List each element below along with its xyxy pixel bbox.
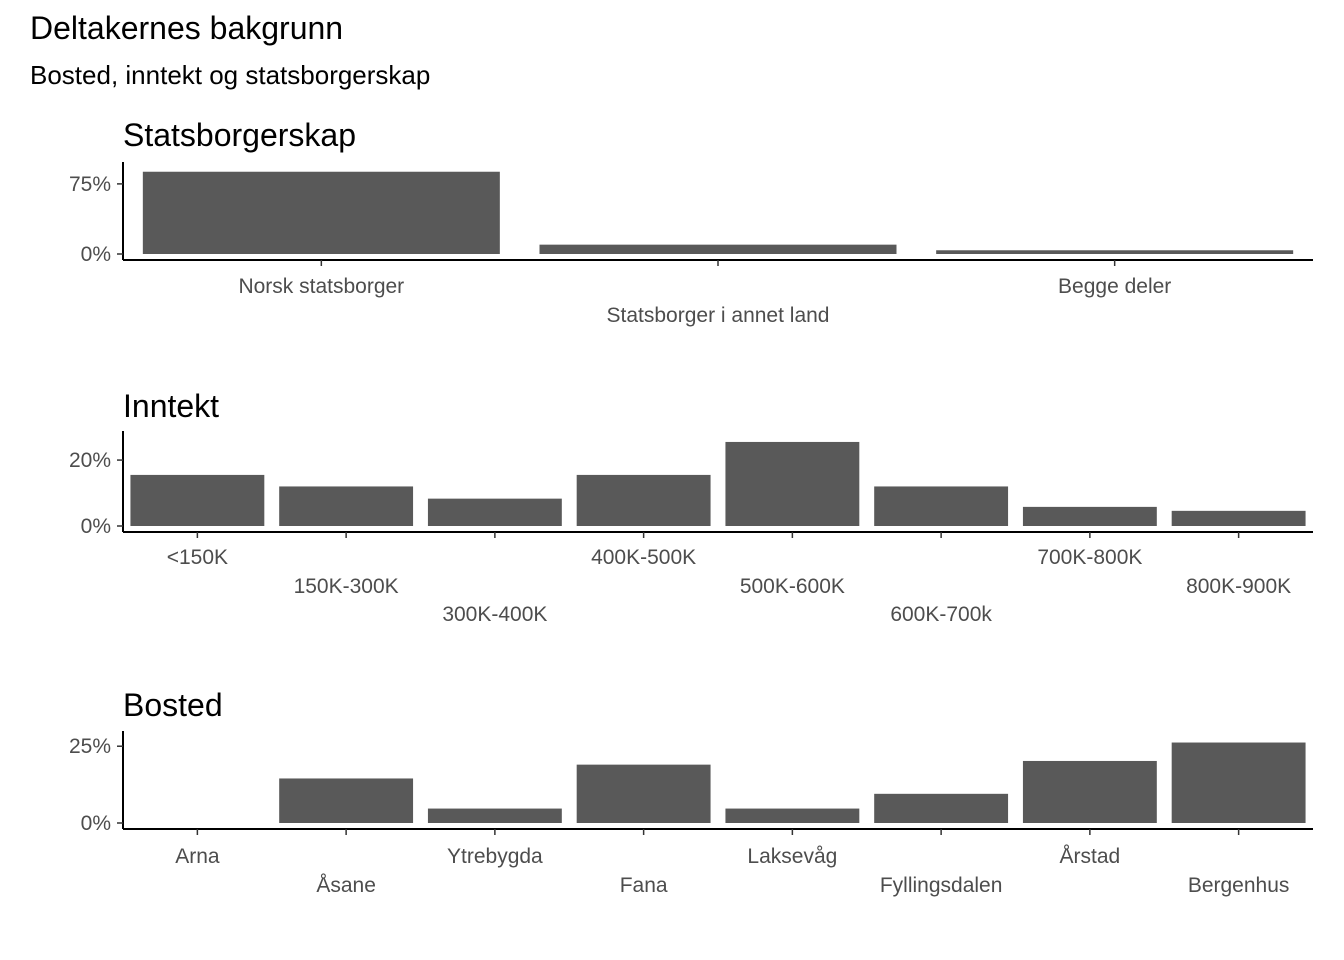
x-tick-label-inntekt-2: 300K-400K [442, 603, 547, 626]
bar-bosted-4 [725, 808, 860, 823]
x-tick-label-bosted-3: Fana [620, 874, 668, 897]
y-tick-label-statsborgerskap-0: 0% [81, 243, 111, 266]
x-tick-label-bosted-5: Fyllingsdalen [880, 874, 1003, 897]
panel-title-statsborgerskap: Statsborgerskap [123, 117, 356, 153]
bar-bosted-5 [874, 793, 1009, 823]
panel-title-inntekt: Inntekt [123, 388, 219, 424]
bar-bosted-6 [1022, 760, 1157, 823]
x-tick-label-bosted-0: Arna [175, 845, 220, 868]
bar-bosted-1 [279, 778, 414, 823]
x-tick-label-bosted-2: Ytrebygda [447, 845, 543, 868]
panel-title-bosted: Bosted [123, 687, 223, 723]
y-tick-label-inntekt-0: 0% [81, 515, 111, 538]
bar-inntekt-0 [130, 474, 265, 526]
y-tick-label-inntekt-1: 20% [69, 449, 111, 472]
bar-bosted-3 [576, 764, 711, 823]
bar-inntekt-4 [725, 441, 860, 526]
chart-subtitle: Bosted, inntekt og statsborgerskap [30, 60, 431, 90]
x-tick-label-inntekt-5: 600K-700k [890, 603, 992, 626]
x-tick-label-bosted-7: Bergenhus [1188, 874, 1290, 897]
x-tick-label-inntekt-6: 700K-800K [1037, 546, 1142, 569]
bar-inntekt-5 [874, 486, 1009, 526]
bar-bosted-7 [1171, 742, 1306, 823]
chart-title: Deltakernes bakgrunn [30, 10, 344, 46]
x-tick-label-inntekt-4: 500K-600K [740, 575, 845, 598]
x-tick-label-statsborgerskap-0: Norsk statsborger [238, 275, 404, 298]
bar-inntekt-1 [279, 486, 414, 526]
bar-inntekt-2 [427, 498, 562, 526]
bar-inntekt-6 [1022, 506, 1157, 526]
bar-inntekt-7 [1171, 510, 1306, 526]
bar-statsborgerskap-1 [539, 244, 897, 254]
bar-inntekt-3 [576, 474, 711, 526]
bar-bosted-2 [427, 808, 562, 823]
x-tick-label-statsborgerskap-2: Begge deler [1058, 275, 1171, 298]
x-tick-label-statsborgerskap-1: Statsborger i annet land [607, 304, 830, 327]
x-tick-label-inntekt-0: <150K [167, 546, 228, 569]
x-tick-label-inntekt-7: 800K-900K [1186, 575, 1291, 598]
x-tick-label-inntekt-3: 400K-500K [591, 546, 696, 569]
x-tick-label-bosted-6: Årstad [1060, 845, 1121, 868]
bar-statsborgerskap-0 [142, 171, 500, 254]
x-tick-label-bosted-4: Laksevåg [747, 845, 837, 868]
x-tick-label-inntekt-1: 150K-300K [294, 575, 399, 598]
y-tick-label-statsborgerskap-1: 75% [69, 173, 111, 196]
y-tick-label-bosted-1: 25% [69, 735, 111, 758]
y-tick-label-bosted-0: 0% [81, 812, 111, 835]
x-tick-label-bosted-1: Åsane [316, 874, 376, 897]
bar-statsborgerskap-2 [936, 250, 1294, 254]
